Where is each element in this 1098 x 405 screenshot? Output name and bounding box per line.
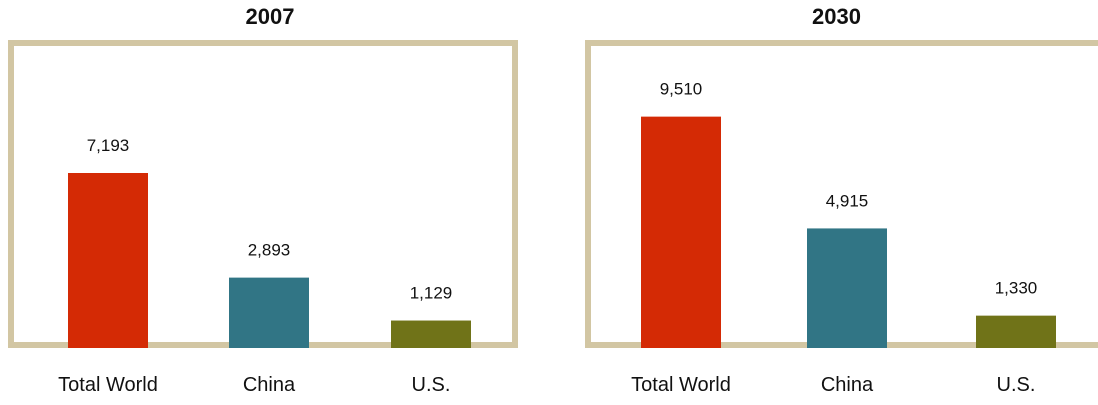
bar-total-world	[641, 116, 721, 349]
data-label: 2,893	[248, 241, 291, 260]
x-tick-label: Total World	[58, 374, 158, 396]
chart-title: 2007	[245, 4, 295, 29]
x-tick-label: U.S.	[411, 374, 451, 396]
x-tick-label: Total World	[631, 374, 731, 396]
bars-area: 7,193 2,893 1,129	[68, 136, 471, 348]
bar-u-s	[976, 315, 1056, 348]
chart-2030: 2030 9,510 4,915 1,330 Total World China U…	[575, 0, 1098, 405]
bar-u-s	[391, 320, 471, 348]
chart-2007: 2007 7,193 2,893 1,129 Total World China U…	[0, 0, 540, 405]
x-tick-label: China	[242, 374, 296, 396]
data-label: 9,510	[660, 80, 703, 99]
bars-area: 9,510 4,915 1,330	[641, 80, 1056, 349]
data-label: 7,193	[87, 136, 130, 155]
data-label: 1,330	[995, 279, 1038, 298]
data-label: 4,915	[826, 191, 869, 210]
chart-title: 2030	[812, 4, 861, 29]
bar-china	[807, 228, 887, 348]
data-label: 1,129	[410, 284, 453, 303]
bar-china	[229, 277, 309, 348]
x-tick-label: U.S.	[996, 374, 1036, 396]
x-tick-label: China	[820, 374, 874, 396]
bar-total-world	[68, 173, 148, 348]
